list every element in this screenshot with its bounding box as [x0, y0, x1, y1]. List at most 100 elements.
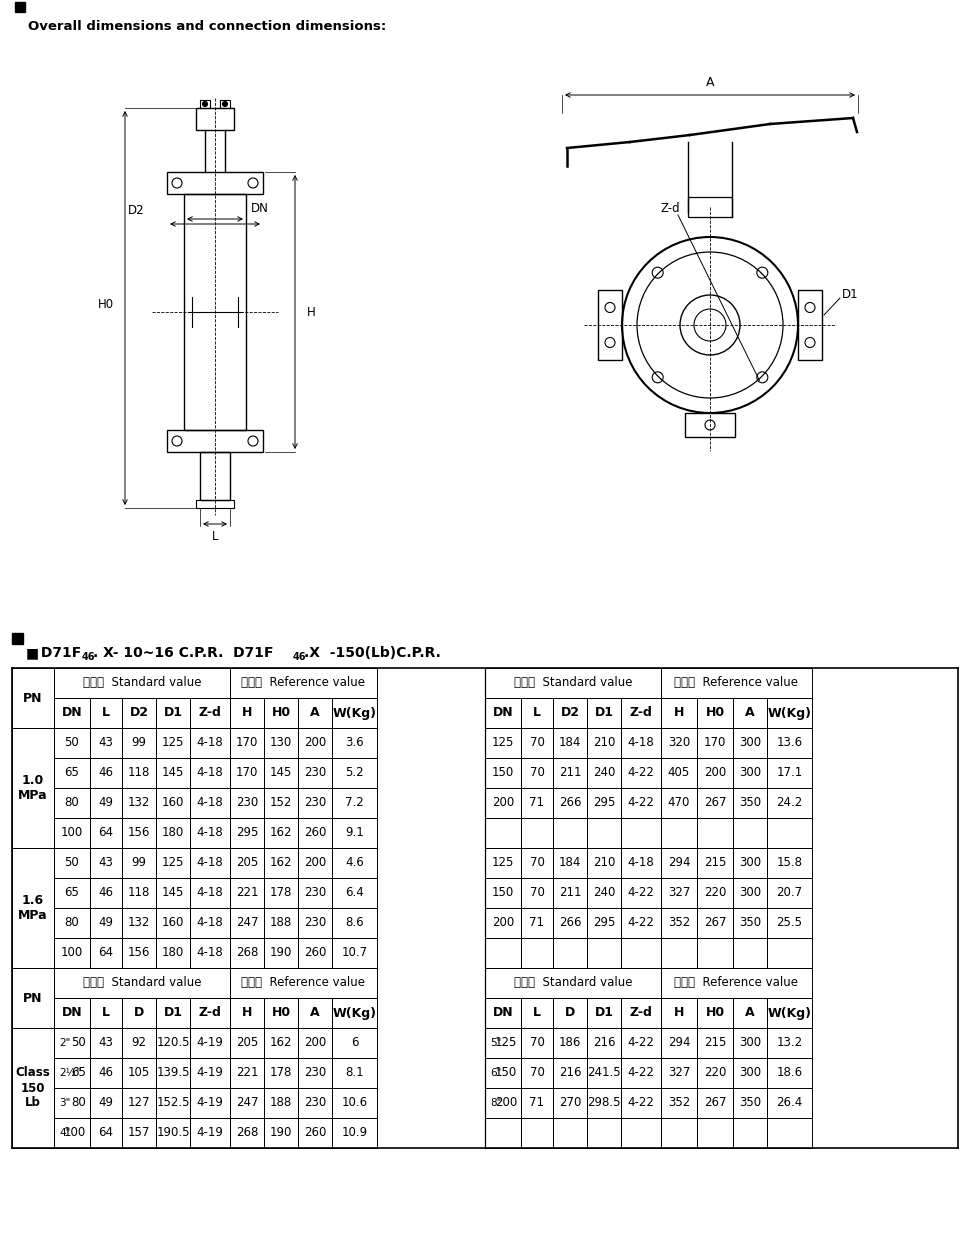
Bar — [196, 108, 234, 131]
Text: L: L — [211, 530, 218, 542]
Text: 268: 268 — [235, 947, 258, 959]
Text: 70: 70 — [529, 1066, 544, 1080]
Text: 8": 8" — [489, 1098, 501, 1108]
Text: 267: 267 — [703, 796, 726, 810]
Text: 200: 200 — [703, 766, 726, 780]
Text: 13.6: 13.6 — [775, 736, 801, 749]
Text: 294: 294 — [667, 1036, 690, 1050]
Text: 6.4: 6.4 — [345, 887, 363, 899]
Text: 157: 157 — [128, 1127, 150, 1140]
Text: 184: 184 — [558, 736, 580, 749]
Text: 300: 300 — [738, 736, 761, 749]
Text: 221: 221 — [235, 887, 258, 899]
Bar — [797, 290, 821, 360]
Text: 4-18: 4-18 — [197, 766, 223, 780]
Text: 118: 118 — [128, 887, 150, 899]
Text: 156: 156 — [128, 826, 150, 840]
Text: DN: DN — [492, 1006, 513, 1020]
Text: H0: H0 — [704, 1006, 724, 1020]
Text: 190: 190 — [269, 1127, 292, 1140]
Text: 2½": 2½" — [59, 1069, 80, 1079]
Text: 152: 152 — [269, 796, 292, 810]
Text: DN: DN — [62, 707, 82, 719]
Text: H: H — [241, 707, 252, 719]
Text: 100: 100 — [61, 826, 83, 840]
Text: 150: 150 — [491, 766, 514, 780]
Text: 205: 205 — [235, 1036, 258, 1050]
Text: 50: 50 — [65, 857, 79, 870]
Text: 178: 178 — [269, 1066, 292, 1080]
Text: 132: 132 — [128, 796, 150, 810]
Text: 350: 350 — [738, 917, 761, 929]
Text: 4-22: 4-22 — [627, 917, 654, 929]
Text: 8.1: 8.1 — [345, 1066, 363, 1080]
Text: 参考値  Reference value: 参考値 Reference value — [673, 677, 797, 689]
Text: W(Kg): W(Kg) — [766, 1006, 811, 1020]
Text: 230: 230 — [303, 917, 326, 929]
Text: 241.5: 241.5 — [586, 1066, 620, 1080]
Text: 200: 200 — [303, 736, 326, 749]
Text: 180: 180 — [162, 947, 184, 959]
Circle shape — [222, 102, 228, 107]
Text: 64: 64 — [99, 826, 113, 840]
Text: Z-d: Z-d — [199, 1006, 221, 1020]
Bar — [167, 430, 263, 452]
Text: 230: 230 — [303, 887, 326, 899]
Text: ■: ■ — [26, 646, 39, 661]
Text: 150: 150 — [491, 887, 514, 899]
Text: DN: DN — [492, 707, 513, 719]
Text: 220: 220 — [703, 1066, 726, 1080]
Text: DN: DN — [62, 1006, 82, 1020]
Text: 145: 145 — [269, 766, 292, 780]
Text: 127: 127 — [128, 1096, 150, 1110]
Text: 92: 92 — [132, 1036, 146, 1050]
Text: 4-22: 4-22 — [627, 1096, 654, 1110]
Text: 15.8: 15.8 — [776, 857, 801, 870]
Text: 260: 260 — [303, 1127, 326, 1140]
Text: 4-18: 4-18 — [197, 887, 223, 899]
Text: 49: 49 — [99, 917, 113, 929]
Text: D: D — [564, 1006, 575, 1020]
Text: 80: 80 — [65, 796, 79, 810]
Text: 320: 320 — [668, 736, 689, 749]
Text: 9.1: 9.1 — [345, 826, 363, 840]
Text: D71F: D71F — [36, 646, 81, 661]
Text: 298.5: 298.5 — [586, 1096, 620, 1110]
Text: 70: 70 — [529, 766, 544, 780]
Text: 162: 162 — [269, 1036, 292, 1050]
Text: 216: 216 — [558, 1066, 580, 1080]
Text: 230: 230 — [303, 796, 326, 810]
Text: 4-19: 4-19 — [197, 1066, 223, 1080]
Text: 230: 230 — [235, 796, 258, 810]
Text: 160: 160 — [162, 917, 184, 929]
Bar — [184, 194, 246, 430]
Text: 266: 266 — [558, 796, 580, 810]
Text: 160: 160 — [162, 796, 184, 810]
Text: PN: PN — [23, 692, 43, 704]
Text: 1.0
MPa: 1.0 MPa — [18, 774, 47, 802]
Text: 300: 300 — [738, 887, 761, 899]
Text: 64: 64 — [99, 947, 113, 959]
Circle shape — [203, 102, 207, 107]
Text: 220: 220 — [703, 887, 726, 899]
Text: 190: 190 — [269, 947, 292, 959]
Text: 230: 230 — [303, 1096, 326, 1110]
Text: 215: 215 — [703, 857, 726, 870]
Text: 80: 80 — [65, 917, 79, 929]
Text: H0: H0 — [98, 297, 114, 311]
Text: 46: 46 — [82, 652, 95, 662]
Text: L: L — [532, 1006, 541, 1020]
Text: 49: 49 — [99, 796, 113, 810]
Text: 4-19: 4-19 — [197, 1127, 223, 1140]
Text: 350: 350 — [738, 796, 761, 810]
Text: D2: D2 — [130, 707, 148, 719]
Bar — [12, 633, 23, 644]
Text: 4-22: 4-22 — [627, 766, 654, 780]
Text: 100: 100 — [64, 1127, 86, 1140]
Text: 参考値  Reference value: 参考値 Reference value — [241, 677, 365, 689]
Text: 4-18: 4-18 — [627, 736, 654, 749]
Text: 参考値  Reference value: 参考値 Reference value — [241, 977, 365, 989]
Text: 18.6: 18.6 — [775, 1066, 801, 1080]
Text: 205: 205 — [235, 857, 258, 870]
Text: 267: 267 — [703, 1096, 726, 1110]
